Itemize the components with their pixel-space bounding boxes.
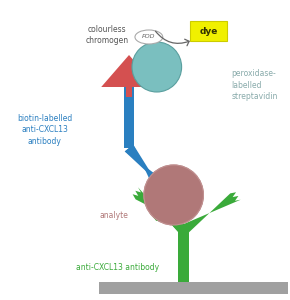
FancyBboxPatch shape — [190, 21, 227, 41]
Polygon shape — [133, 187, 187, 234]
Polygon shape — [125, 145, 186, 218]
Polygon shape — [178, 230, 189, 282]
Circle shape — [132, 42, 182, 92]
Circle shape — [144, 165, 204, 225]
Bar — [99, 282, 288, 294]
Text: anti-CXCL13 antibody: anti-CXCL13 antibody — [75, 263, 159, 272]
Circle shape — [144, 165, 204, 225]
Bar — [126, 85, 132, 97]
Polygon shape — [181, 192, 241, 235]
Text: biotin-labelled
anti-CXCL13
antibody: biotin-labelled anti-CXCL13 antibody — [17, 114, 72, 146]
Polygon shape — [153, 208, 186, 235]
Text: dye: dye — [199, 26, 218, 35]
Text: POD: POD — [142, 34, 156, 40]
Text: analyte: analyte — [100, 211, 128, 220]
Polygon shape — [124, 85, 135, 148]
Polygon shape — [125, 145, 160, 188]
Polygon shape — [101, 55, 157, 87]
Text: peroxidase-
labelled
streptavidin: peroxidase- labelled streptavidin — [231, 69, 278, 101]
Text: colourless
chromogen: colourless chromogen — [86, 25, 129, 45]
Ellipse shape — [135, 30, 163, 44]
